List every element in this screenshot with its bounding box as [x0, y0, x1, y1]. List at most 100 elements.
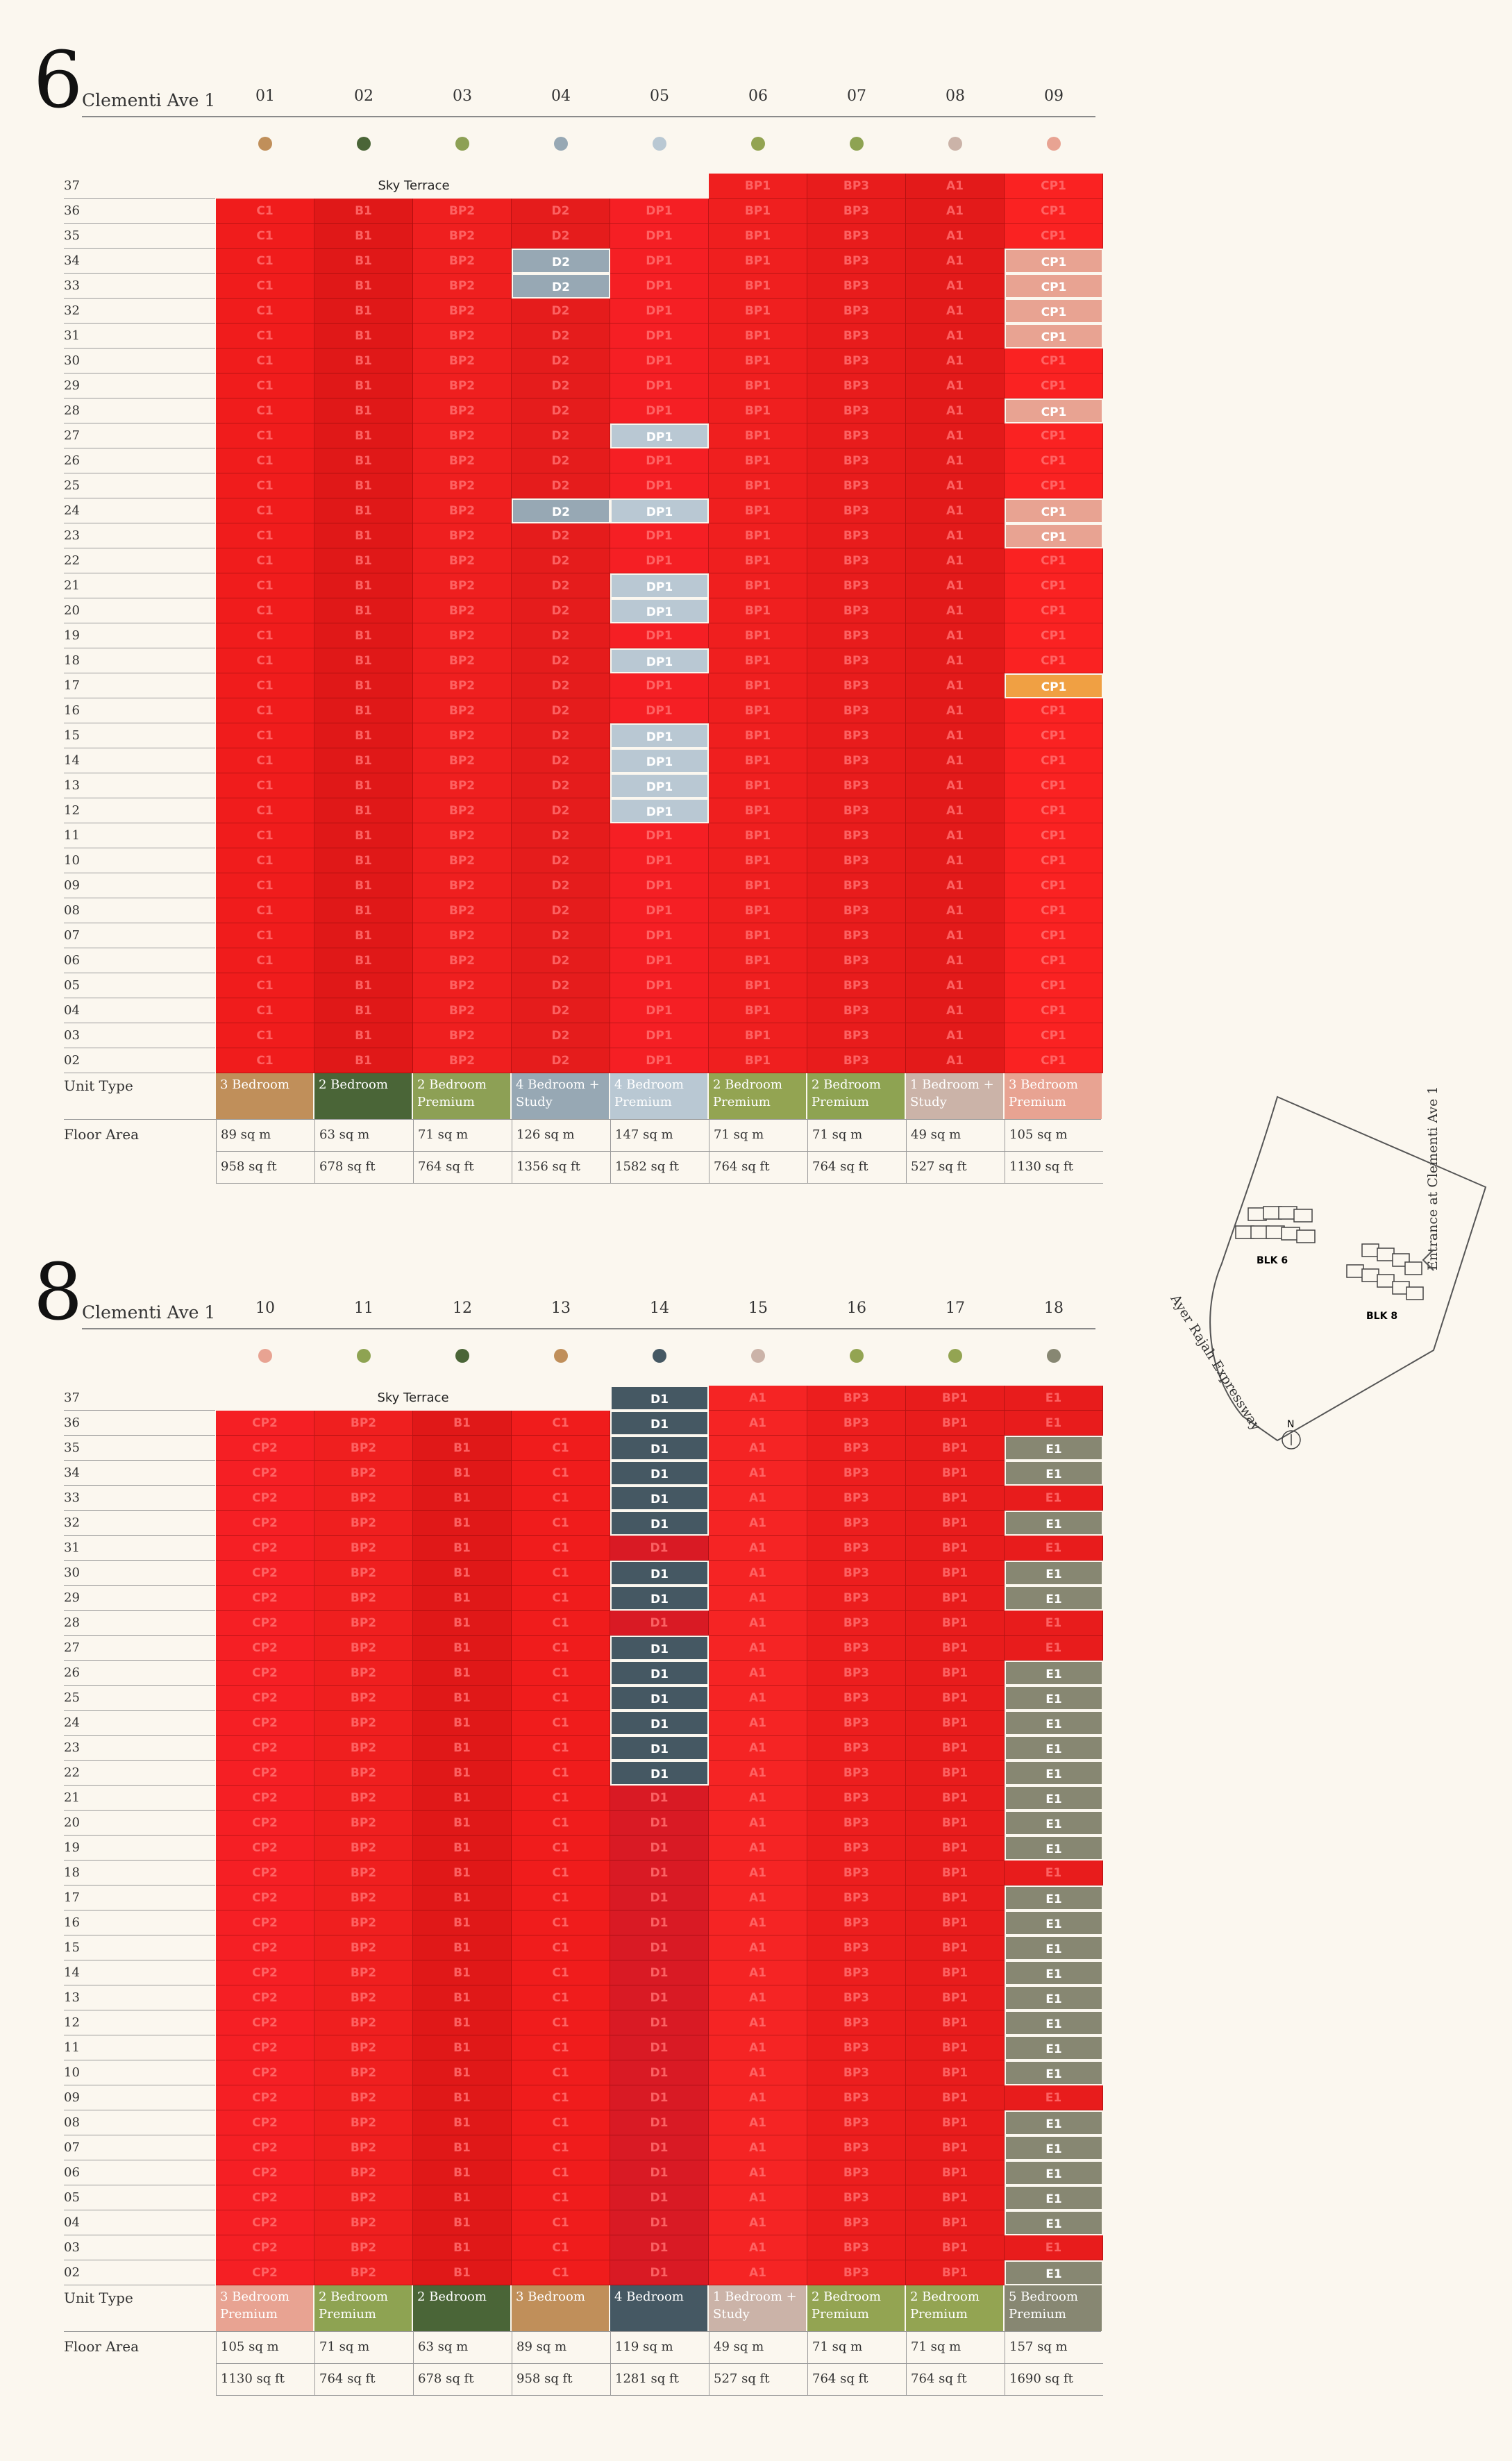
unit-cell[interactable]: BP2	[314, 1661, 413, 1686]
unit-cell[interactable]: E1	[1005, 2210, 1103, 2235]
unit-cell[interactable]: BP1	[709, 548, 807, 573]
unit-cell[interactable]: E1	[1005, 1386, 1103, 1411]
unit-cell[interactable]: B1	[413, 1461, 512, 1486]
unit-cell[interactable]: BP3	[807, 998, 906, 1023]
unit-cell[interactable]: C1	[512, 2035, 610, 2060]
unit-cell[interactable]: B1	[314, 373, 413, 398]
unit-cell[interactable]: BP2	[314, 2210, 413, 2235]
unit-cell[interactable]: C1	[512, 2085, 610, 2110]
unit-cell[interactable]: D2	[512, 498, 610, 523]
unit-cell[interactable]: BP2	[314, 2085, 413, 2110]
unit-cell[interactable]: D1	[610, 1411, 709, 1436]
unit-cell[interactable]: E1	[1005, 1611, 1103, 1636]
unit-cell[interactable]: CP2	[216, 1536, 314, 1561]
unit-cell[interactable]: BP2	[314, 2135, 413, 2160]
unit-cell[interactable]: A1	[906, 523, 1005, 548]
unit-cell[interactable]: BP3	[807, 2060, 906, 2085]
unit-cell[interactable]: BP3	[807, 1023, 906, 1048]
unit-cell[interactable]: D1	[610, 1611, 709, 1636]
unit-cell[interactable]: BP3	[807, 1411, 906, 1436]
unit-cell[interactable]: A1	[709, 1786, 807, 1811]
unit-cell[interactable]: D1	[610, 1910, 709, 1935]
unit-cell[interactable]: D2	[512, 773, 610, 798]
unit-cell[interactable]: D1	[610, 1561, 709, 1586]
unit-cell[interactable]: B1	[413, 2085, 512, 2110]
unit-cell[interactable]: C1	[512, 2235, 610, 2260]
unit-cell[interactable]: BP3	[807, 1761, 906, 1786]
unit-cell[interactable]: BP3	[807, 1436, 906, 1461]
unit-cell[interactable]: A1	[709, 1736, 807, 1761]
unit-cell[interactable]: A1	[709, 1436, 807, 1461]
unit-cell[interactable]: C1	[512, 1461, 610, 1486]
unit-cell[interactable]: D2	[512, 224, 610, 249]
unit-cell[interactable]: CP2	[216, 1686, 314, 1711]
unit-cell[interactable]: D2	[512, 249, 610, 274]
unit-cell[interactable]: D1	[610, 2110, 709, 2135]
unit-cell[interactable]: DP1	[610, 274, 709, 299]
unit-cell[interactable]: C1	[512, 1686, 610, 1711]
unit-cell[interactable]: C1	[216, 773, 314, 798]
unit-cell[interactable]: D2	[512, 324, 610, 348]
unit-cell[interactable]: BP2	[413, 798, 512, 823]
unit-cell[interactable]: A1	[906, 723, 1005, 748]
unit-cell[interactable]: CP2	[216, 2010, 314, 2035]
unit-cell[interactable]: BP2	[314, 1536, 413, 1561]
unit-cell[interactable]: BP1	[906, 1686, 1005, 1711]
unit-cell[interactable]: CP2	[216, 1611, 314, 1636]
unit-cell[interactable]: D2	[512, 723, 610, 748]
unit-cell[interactable]: CP2	[216, 1511, 314, 1536]
unit-cell[interactable]: BP2	[413, 348, 512, 373]
unit-cell[interactable]: DP1	[610, 748, 709, 773]
unit-cell[interactable]: DP1	[610, 623, 709, 648]
unit-cell[interactable]: CP2	[216, 2060, 314, 2085]
unit-cell[interactable]: E1	[1005, 1960, 1103, 1985]
unit-cell[interactable]: BP1	[906, 1611, 1005, 1636]
unit-cell[interactable]: D2	[512, 673, 610, 698]
unit-cell[interactable]: DP1	[610, 548, 709, 573]
unit-cell[interactable]: A1	[906, 873, 1005, 898]
unit-cell[interactable]: DP1	[610, 973, 709, 998]
unit-cell[interactable]: DP1	[610, 1048, 709, 1073]
unit-cell[interactable]: A1	[906, 348, 1005, 373]
unit-cell[interactable]: E1	[1005, 1910, 1103, 1935]
unit-cell[interactable]: BP3	[807, 573, 906, 598]
unit-cell[interactable]: D2	[512, 648, 610, 673]
unit-cell[interactable]: CP1	[1005, 423, 1103, 448]
unit-cell[interactable]: CP2	[216, 1811, 314, 1836]
unit-cell[interactable]: BP1	[906, 1486, 1005, 1511]
unit-cell[interactable]: E1	[1005, 1885, 1103, 1910]
unit-cell[interactable]: BP1	[709, 948, 807, 973]
unit-cell[interactable]: B1	[413, 2035, 512, 2060]
unit-cell[interactable]: A1	[709, 1686, 807, 1711]
unit-cell[interactable]: A1	[906, 748, 1005, 773]
unit-cell[interactable]: BP2	[413, 224, 512, 249]
unit-cell[interactable]: D2	[512, 923, 610, 948]
unit-cell[interactable]: D1	[610, 1761, 709, 1786]
unit-cell[interactable]: BP2	[413, 548, 512, 573]
unit-cell[interactable]: A1	[709, 1386, 807, 1411]
unit-cell[interactable]: D1	[610, 2085, 709, 2110]
unit-cell[interactable]: BP2	[413, 498, 512, 523]
unit-cell[interactable]: B1	[314, 623, 413, 648]
unit-cell[interactable]: DP1	[610, 448, 709, 473]
unit-cell[interactable]: CP1	[1005, 723, 1103, 748]
unit-cell[interactable]: CP2	[216, 2235, 314, 2260]
unit-cell[interactable]: B1	[413, 1885, 512, 1910]
unit-cell[interactable]: CP1	[1005, 1023, 1103, 1048]
unit-cell[interactable]: C1	[512, 1536, 610, 1561]
unit-cell[interactable]: BP3	[807, 1836, 906, 1861]
unit-cell[interactable]: BP1	[906, 1511, 1005, 1536]
unit-cell[interactable]: D1	[610, 2185, 709, 2210]
unit-cell[interactable]: BP2	[413, 598, 512, 623]
unit-cell[interactable]: C1	[216, 873, 314, 898]
unit-cell[interactable]: BP3	[807, 2110, 906, 2135]
unit-cell[interactable]: BP1	[906, 1461, 1005, 1486]
unit-cell[interactable]: B1	[413, 1861, 512, 1885]
unit-cell[interactable]: BP3	[807, 1536, 906, 1561]
unit-cell[interactable]: CP2	[216, 1561, 314, 1586]
unit-cell[interactable]: BP1	[906, 2185, 1005, 2210]
unit-cell[interactable]: A1	[709, 2185, 807, 2210]
unit-cell[interactable]: C1	[216, 523, 314, 548]
unit-cell[interactable]: BP1	[709, 798, 807, 823]
unit-cell[interactable]: BP2	[314, 2160, 413, 2185]
